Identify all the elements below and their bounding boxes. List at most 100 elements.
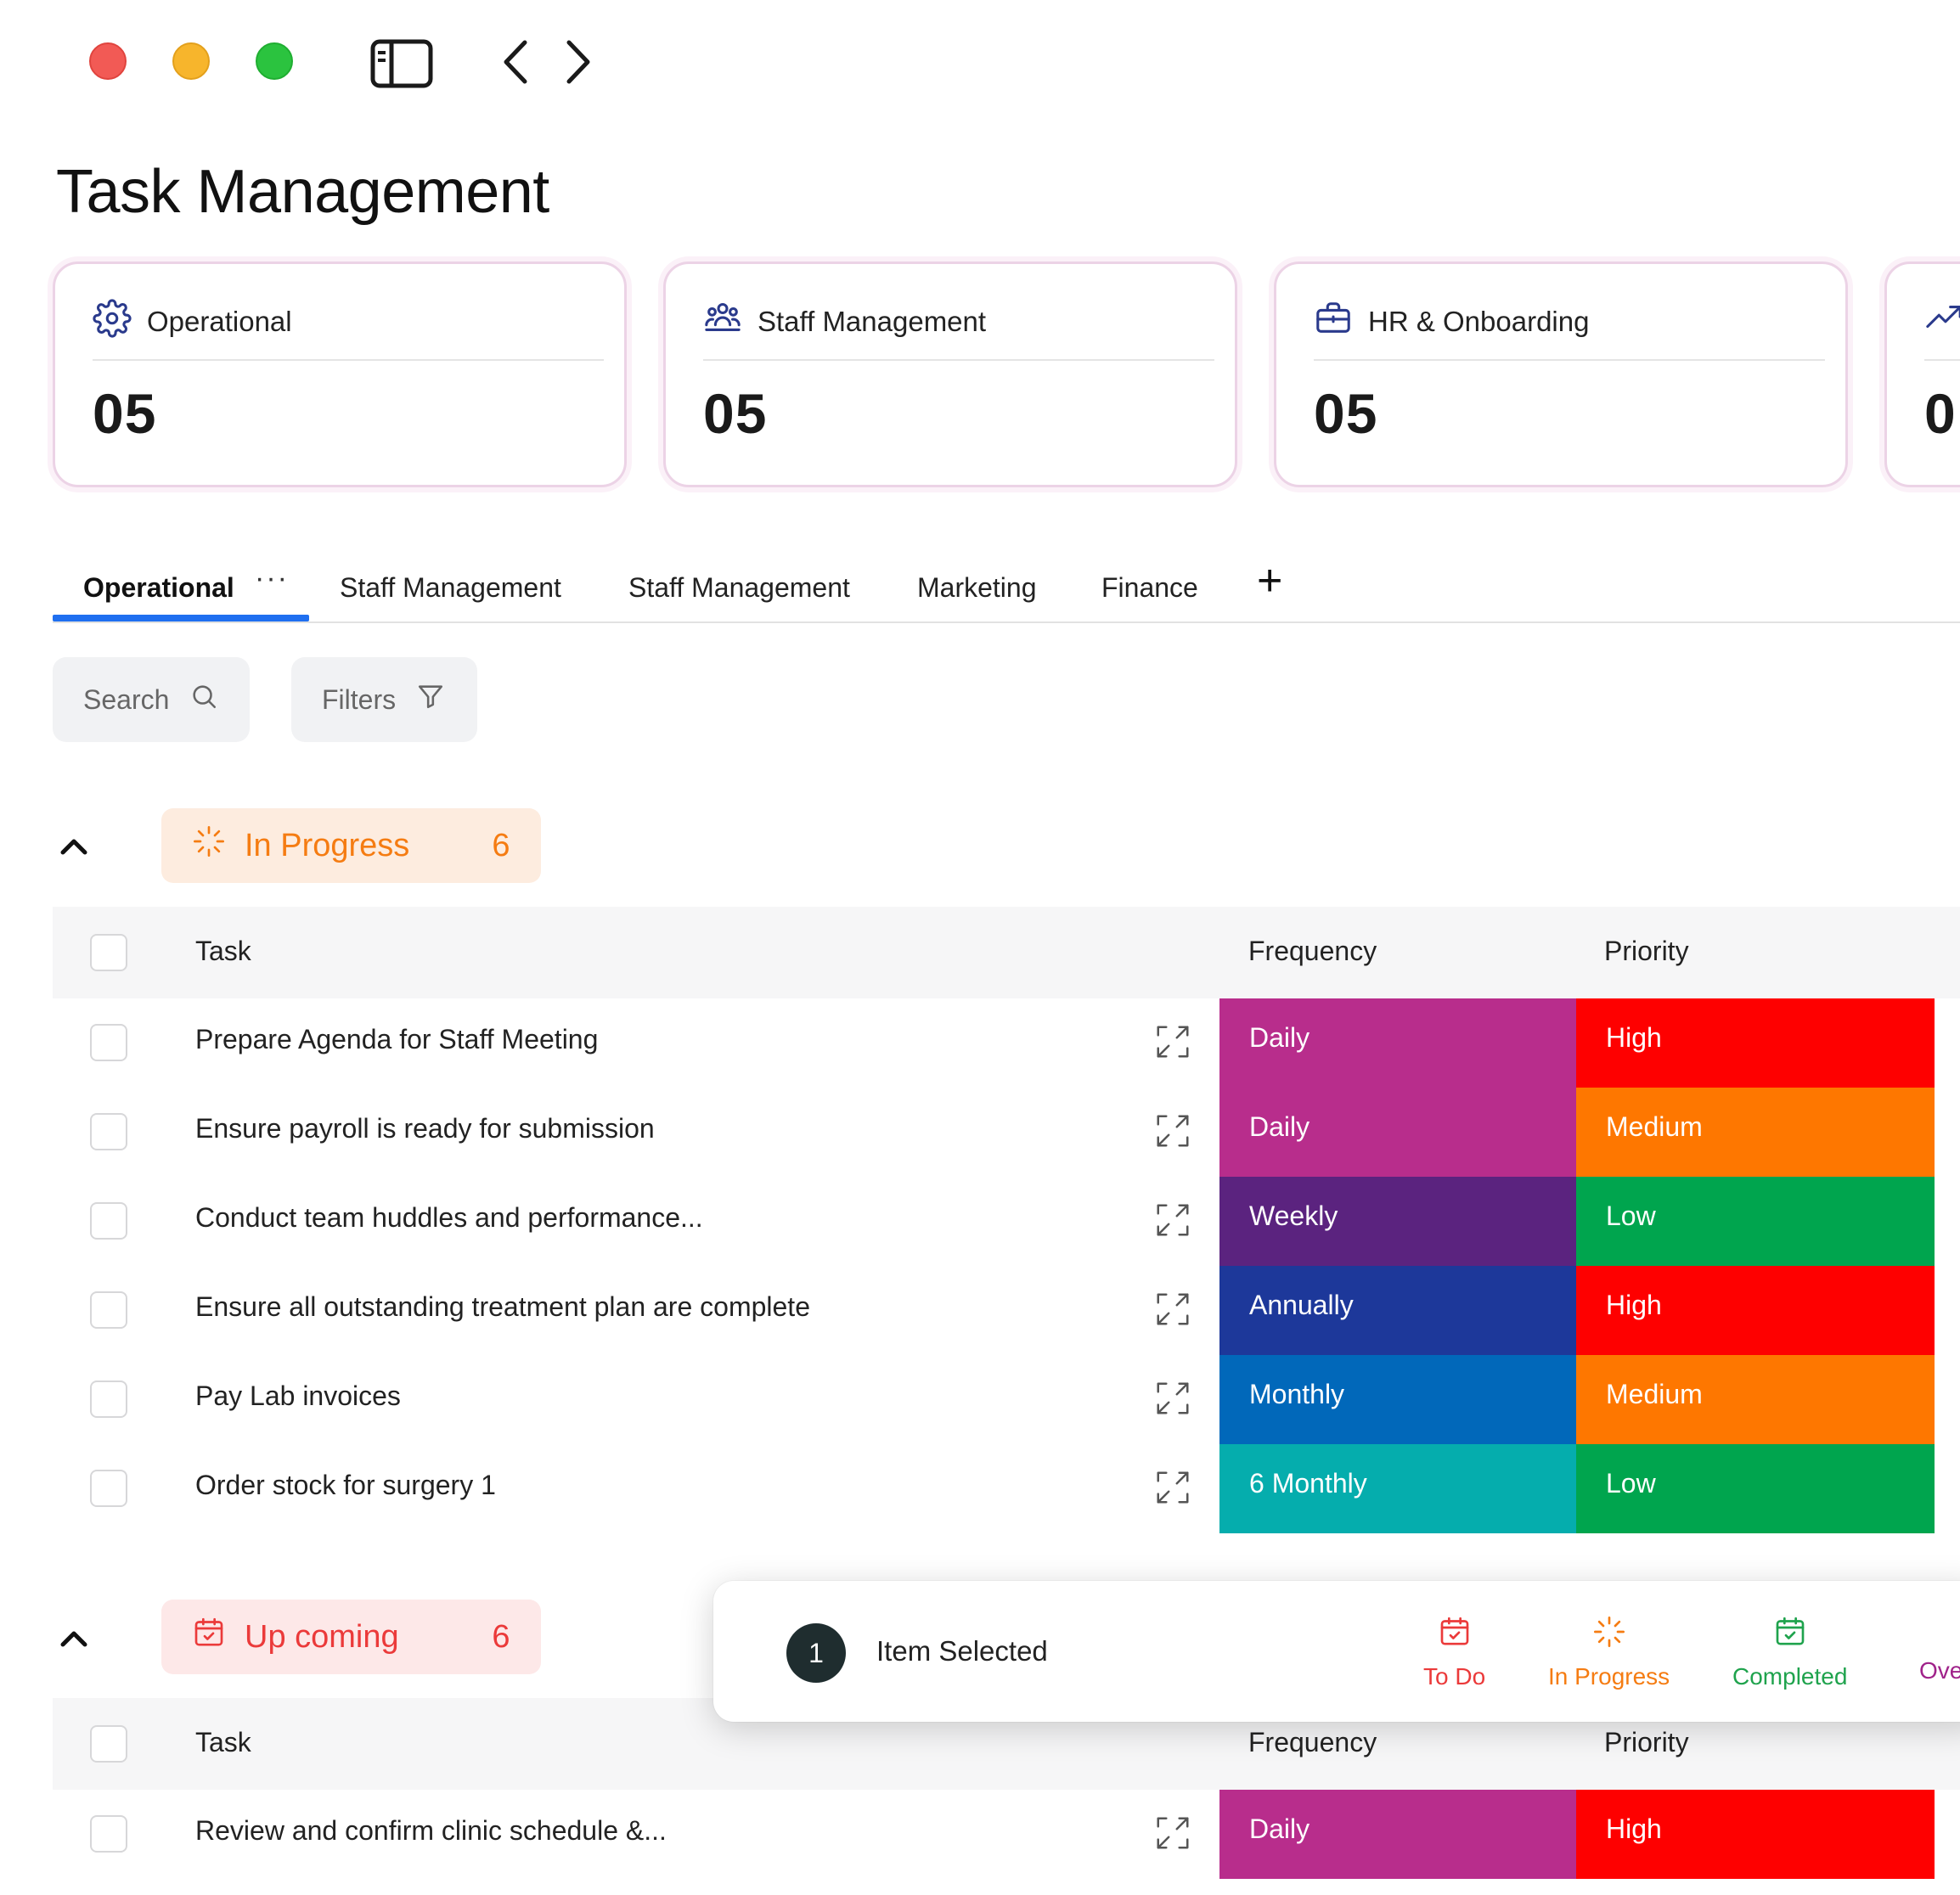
- back-icon[interactable]: [501, 39, 530, 89]
- row-checkbox[interactable]: [90, 1024, 127, 1061]
- row-checkbox[interactable]: [90, 1470, 127, 1507]
- filter-icon: [416, 682, 445, 717]
- card-value: 05: [93, 382, 157, 445]
- table-row[interactable]: Pay Lab invoices Monthly Medium: [53, 1355, 1960, 1444]
- table-row[interactable]: Ensure payroll is ready for submission Da…: [53, 1088, 1960, 1177]
- task-name[interactable]: Order stock for surgery 1: [195, 1470, 496, 1500]
- move-to-overdue-button[interactable]: Ove: [1919, 1615, 1960, 1684]
- task-name[interactable]: Review and confirm clinic schedule &...: [195, 1815, 667, 1846]
- search-icon: [189, 682, 218, 717]
- column-header-task: Task: [195, 1727, 251, 1757]
- frequency-cell[interactable]: Monthly: [1219, 1355, 1576, 1444]
- table-row[interactable]: Review and confirm clinic schedule &... D…: [53, 1790, 1960, 1879]
- priority-cell[interactable]: Low: [1576, 1444, 1935, 1533]
- summary-card-staff-management[interactable]: Staff Management 05: [663, 261, 1237, 487]
- filters-button[interactable]: Filters: [291, 657, 477, 742]
- column-header-priority: Priority: [1604, 1727, 1689, 1757]
- group-count-badge: 6: [461, 1600, 541, 1674]
- loader-icon: [192, 824, 226, 867]
- sidebar-toggle-icon[interactable]: [370, 39, 433, 93]
- frequency-cell[interactable]: 6 Monthly: [1219, 1444, 1576, 1533]
- table-row[interactable]: Conduct team huddles and performance... W…: [53, 1177, 1960, 1266]
- expand-icon[interactable]: [1153, 1290, 1192, 1333]
- action-label: Ove: [1919, 1657, 1960, 1684]
- minimize-window-button[interactable]: [172, 42, 210, 80]
- collapse-group-icon[interactable]: [53, 825, 95, 868]
- expand-icon[interactable]: [1153, 1813, 1192, 1857]
- group-count-badge: 6: [461, 808, 541, 883]
- task-name[interactable]: Pay Lab invoices: [195, 1380, 401, 1411]
- select-all-checkbox[interactable]: [90, 934, 127, 971]
- close-window-button[interactable]: [89, 42, 127, 80]
- summary-card-operational[interactable]: Operational 05: [53, 261, 627, 487]
- row-checkbox[interactable]: [90, 1380, 127, 1418]
- filters-label: Filters: [322, 683, 397, 715]
- tab-operational[interactable]: Operational: [83, 572, 234, 603]
- frequency-cell[interactable]: Daily: [1219, 1790, 1576, 1879]
- group-label: In Progress: [245, 827, 410, 863]
- priority-cell[interactable]: Medium: [1576, 1088, 1935, 1177]
- action-label: To Do: [1423, 1663, 1486, 1690]
- row-checkbox[interactable]: [90, 1202, 127, 1240]
- summary-card-hr-onboarding[interactable]: HR & Onboarding 05: [1274, 261, 1848, 487]
- selection-label: Item Selected: [876, 1635, 1048, 1667]
- row-checkbox[interactable]: [90, 1291, 127, 1329]
- column-header-task: Task: [195, 936, 251, 966]
- task-name[interactable]: Conduct team huddles and performance...: [195, 1202, 703, 1233]
- tab-more-icon[interactable]: ···: [255, 562, 289, 594]
- expand-icon[interactable]: [1153, 1379, 1192, 1422]
- frequency-cell[interactable]: Annually: [1219, 1266, 1576, 1355]
- tab-finance[interactable]: Finance: [1101, 572, 1198, 603]
- tab-staff-management[interactable]: Staff Management: [340, 572, 561, 603]
- action-label: In Progress: [1548, 1663, 1670, 1690]
- card-value: 0: [1924, 382, 1957, 445]
- card-label: HR & Onboarding: [1368, 306, 1590, 337]
- loader-icon: [1592, 1615, 1626, 1655]
- frequency-cell[interactable]: Daily: [1219, 1088, 1576, 1177]
- move-to-todo-button[interactable]: To Do: [1423, 1615, 1485, 1690]
- expand-icon[interactable]: [1153, 1111, 1192, 1155]
- collapse-group-icon[interactable]: [53, 1617, 95, 1660]
- maximize-window-button[interactable]: [256, 42, 293, 80]
- add-tab-icon[interactable]: +: [1257, 556, 1283, 605]
- gear-icon: [93, 299, 132, 345]
- calendar-icon: [192, 1616, 226, 1658]
- search-button[interactable]: Search: [53, 657, 250, 742]
- task-name[interactable]: Ensure all outstanding treatment plan ar…: [195, 1291, 810, 1322]
- move-to-in-progress-button[interactable]: In Progress: [1548, 1615, 1670, 1690]
- frequency-cell[interactable]: Daily: [1219, 998, 1576, 1088]
- table-row[interactable]: Order stock for surgery 1 6 Monthly Low: [53, 1444, 1960, 1533]
- search-label: Search: [83, 683, 170, 715]
- task-name[interactable]: Ensure payroll is ready for submission: [195, 1113, 655, 1144]
- priority-cell[interactable]: High: [1576, 1790, 1935, 1879]
- tab-staff-management-2[interactable]: Staff Management: [628, 572, 850, 603]
- expand-icon[interactable]: [1153, 1022, 1192, 1066]
- expand-icon[interactable]: [1153, 1201, 1192, 1244]
- tab-marketing[interactable]: Marketing: [917, 572, 1037, 603]
- row-checkbox[interactable]: [90, 1815, 127, 1853]
- column-header-priority: Priority: [1604, 936, 1689, 966]
- priority-cell[interactable]: High: [1576, 1266, 1935, 1355]
- expand-icon[interactable]: [1153, 1468, 1192, 1511]
- table-row[interactable]: Prepare Agenda for Staff Meeting Daily Hig…: [53, 998, 1960, 1088]
- row-checkbox[interactable]: [90, 1113, 127, 1150]
- column-header-frequency: Frequency: [1248, 936, 1377, 966]
- priority-cell[interactable]: Medium: [1576, 1355, 1935, 1444]
- frequency-cell[interactable]: Weekly: [1219, 1177, 1576, 1266]
- card-label: Staff Management: [758, 306, 987, 337]
- trending-up-icon: [1924, 299, 1960, 345]
- card-label: Operational: [147, 306, 292, 337]
- briefcase-icon: [1314, 299, 1353, 345]
- page-title: Task Management: [56, 158, 549, 226]
- group-status-pill: Up coming: [161, 1600, 496, 1674]
- priority-cell[interactable]: Low: [1576, 1177, 1935, 1266]
- table-row[interactable]: Ensure all outstanding treatment plan ar…: [53, 1266, 1960, 1355]
- summary-card-partial[interactable]: 0: [1884, 261, 1960, 487]
- move-to-completed-button[interactable]: Completed: [1732, 1615, 1847, 1690]
- priority-cell[interactable]: High: [1576, 998, 1935, 1088]
- task-name[interactable]: Prepare Agenda for Staff Meeting: [195, 1024, 599, 1054]
- forward-icon[interactable]: [564, 39, 593, 89]
- tab-bar: Operational ··· Staff Management Staff M…: [53, 559, 1960, 623]
- select-all-checkbox[interactable]: [90, 1725, 127, 1763]
- card-value: 05: [1314, 382, 1378, 445]
